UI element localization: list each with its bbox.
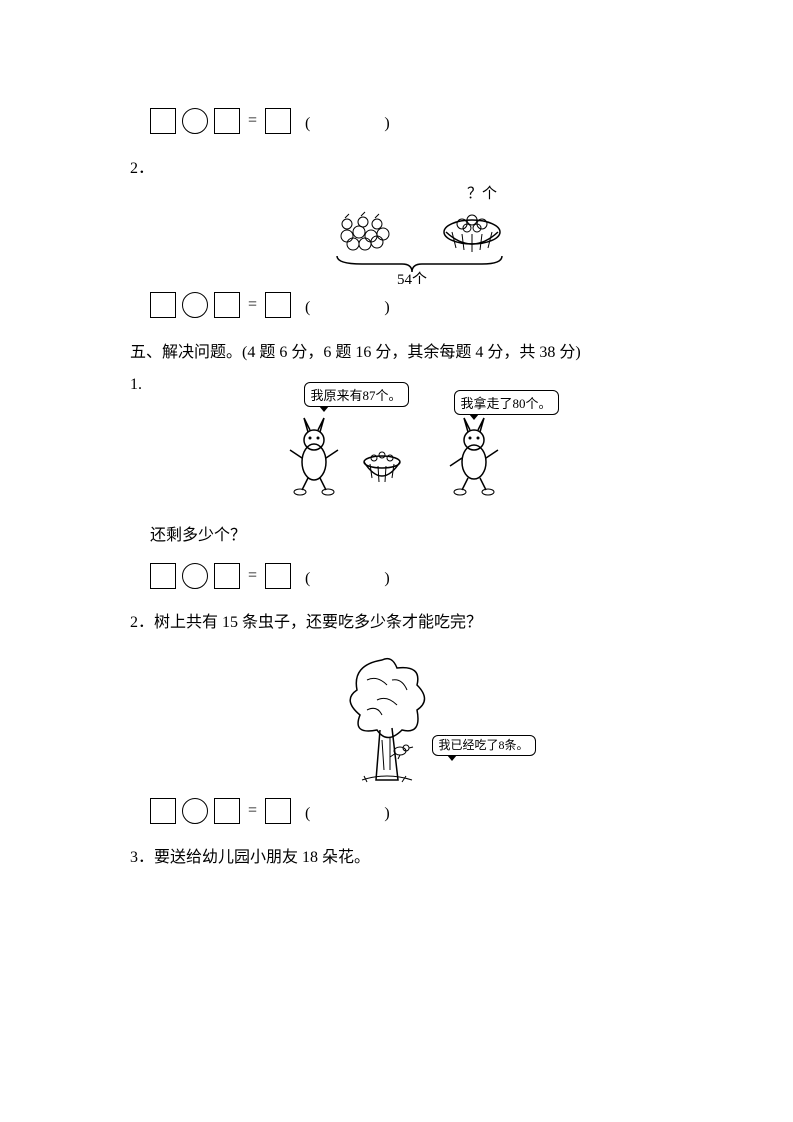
blank-box[interactable]: [214, 292, 240, 318]
blank-box[interactable]: [214, 108, 240, 134]
s5-q2-text: 2．树上共有 15 条虫子，还要吃多少条才能吃完？: [130, 609, 693, 638]
blank-circle[interactable]: [182, 108, 208, 134]
figure-rabbits: 我原来有87个。 我拿走了80个。: [154, 382, 693, 502]
total-label: 54个: [397, 271, 427, 284]
blank-box[interactable]: [150, 798, 176, 824]
blank-circle[interactable]: [182, 798, 208, 824]
figure-tree: 我已经吃了8条。: [130, 650, 693, 790]
s5-q1-row: 1. 我原来有87个。 我拿走了80个。: [130, 376, 693, 508]
s5-q1-text: 还剩多少个？: [150, 522, 693, 551]
equation-row-4: = ( ): [150, 798, 693, 824]
answer-paren[interactable]: ( ): [305, 293, 404, 317]
equals-sign: =: [246, 112, 259, 130]
figure-berries: ？个 54个: [130, 184, 693, 284]
blank-box[interactable]: [214, 563, 240, 589]
equation-row-2: = ( ): [150, 292, 693, 318]
equals-sign: =: [246, 296, 259, 314]
question-number-5-1: 1.: [130, 376, 154, 394]
blank-box[interactable]: [265, 563, 291, 589]
blank-circle[interactable]: [182, 292, 208, 318]
blank-box[interactable]: [265, 798, 291, 824]
answer-paren[interactable]: ( ): [305, 799, 404, 823]
blank-box[interactable]: [214, 798, 240, 824]
blank-box[interactable]: [150, 108, 176, 134]
blank-box[interactable]: [265, 108, 291, 134]
answer-paren[interactable]: ( ): [305, 564, 404, 588]
answer-paren[interactable]: ( ): [305, 109, 404, 133]
speech-bubble-worm: 我已经吃了8条。: [432, 735, 536, 757]
blank-box[interactable]: [265, 292, 291, 318]
equation-row-1: = ( ): [150, 108, 693, 134]
equals-sign: =: [246, 802, 259, 820]
s5-q3-text: 3．要送给幼儿园小朋友 18 朵花。: [130, 844, 693, 873]
worksheet-page: = ( ) 2． ？个: [0, 0, 793, 944]
equation-row-3: = ( ): [150, 563, 693, 589]
unknown-label: ？个: [467, 185, 497, 202]
blank-box[interactable]: [150, 292, 176, 318]
blank-box[interactable]: [150, 563, 176, 589]
blank-circle[interactable]: [182, 563, 208, 589]
section-5-title: 五、解决问题。(4 题 6 分，6 题 16 分，其余每题 4 分，共 38 分…: [130, 338, 693, 362]
question-number-2: 2．: [130, 154, 693, 178]
equals-sign: =: [246, 567, 259, 585]
